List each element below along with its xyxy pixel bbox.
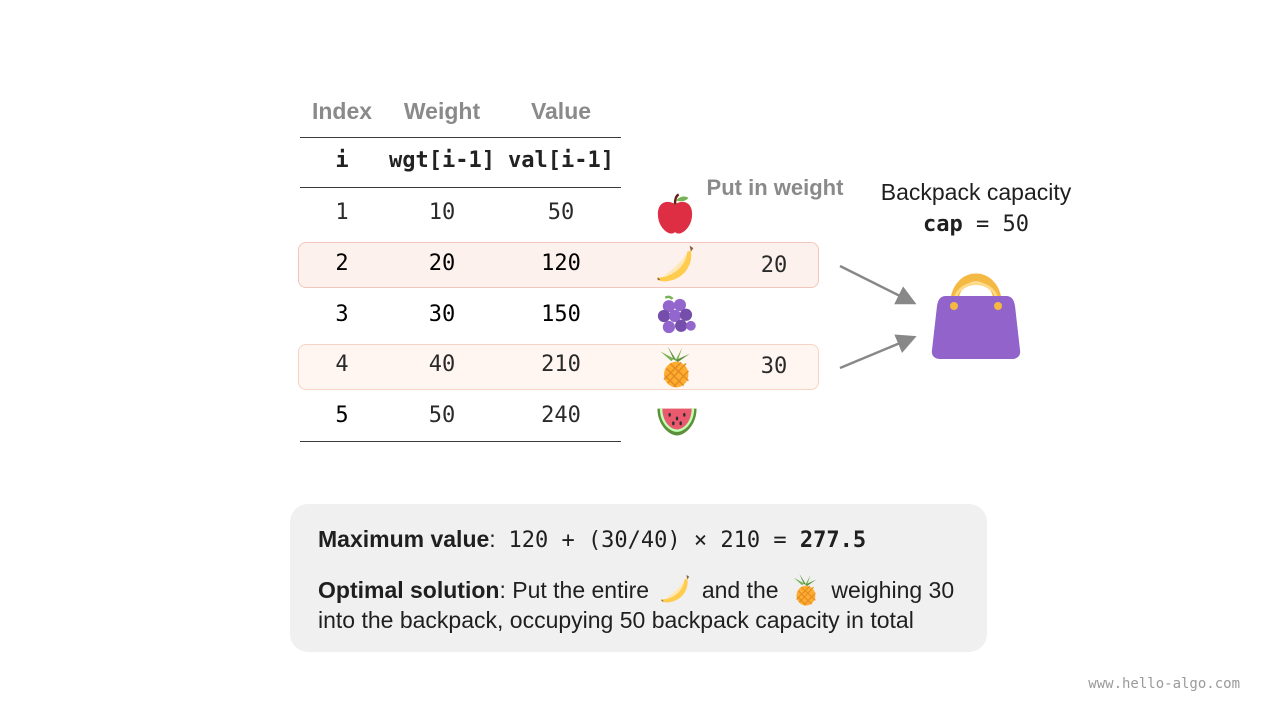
subheader-wgt: wgt[i-1]: [389, 148, 495, 173]
maximum-value-label: Maximum value: [318, 526, 490, 552]
optimal-solution-part-2: and the: [701, 577, 779, 603]
maximum-value-line: Maximum value: 120 + (30/40) × 210 = 277…: [318, 526, 866, 553]
cap-keyword: cap: [923, 212, 963, 237]
optimal-solution-part-1: : Put the entire: [499, 577, 650, 603]
capacity-value: cap = 50: [856, 212, 1096, 237]
backpack-capacity-title: Backpack capacity: [880, 179, 1072, 205]
row-1-value: 50: [547, 200, 575, 225]
watermelon-icon: [657, 408, 697, 436]
row-1-index: 1: [335, 200, 349, 225]
subheader-i: i: [335, 148, 349, 173]
row-4-value: 210: [541, 352, 581, 377]
maximum-value-expression: 120 + (30/40) × 210 = 277.5: [508, 528, 866, 553]
pineapple-icon: [660, 346, 690, 388]
row-5-index: 5: [335, 403, 349, 428]
maximum-value-result: 277.5: [799, 528, 867, 553]
arrow-from-banana: [839, 264, 917, 305]
maximum-value-expr: 120 + (30/40) × 210 =: [508, 528, 800, 553]
row-highlight-banana: [298, 242, 819, 288]
arrow-icons: [839, 264, 917, 370]
row-highlight-pineapple: [298, 344, 819, 390]
watermark: www.hello-algo.com: [1088, 676, 1240, 692]
optimal-solution-text: Optimal solution: Put the entire and the…: [318, 572, 988, 635]
summary-box: [290, 504, 987, 652]
row-5-value: 240: [541, 403, 581, 428]
header-rule-bottom: [300, 187, 621, 188]
table-rule-bottom: [300, 441, 621, 442]
handbag-icon: [931, 273, 1021, 359]
optimal-solution-part-3: weighing 30 into the backpack, occupying…: [318, 577, 955, 633]
grapes-icon: [657, 295, 696, 334]
subheader-val: val[i-1]: [508, 148, 614, 173]
row-4-weight: 40: [428, 352, 456, 377]
row-3-value: 150: [541, 302, 581, 327]
row-4-put-weight: 30: [760, 354, 788, 379]
row-2-put-weight: 20: [760, 253, 788, 278]
banana-icon: [658, 572, 692, 606]
banana-icon: [657, 245, 694, 282]
header-value: Value: [530, 98, 592, 124]
header-weight: Weight: [403, 98, 481, 124]
pineapple-icon: [788, 572, 822, 606]
row-3-weight: 30: [428, 302, 456, 327]
maximum-value-colon: :: [489, 526, 496, 552]
row-2-index: 2: [335, 251, 349, 276]
row-1-weight: 10: [428, 200, 456, 225]
row-2-value: 120: [541, 251, 581, 276]
apple-icon: [657, 193, 693, 234]
cap-equals: = 50: [962, 212, 1029, 237]
optimal-solution-label: Optimal solution: [318, 577, 500, 603]
row-2-weight: 20: [428, 251, 456, 276]
arrow-from-pineapple: [839, 334, 917, 370]
header-rule-top: [300, 137, 621, 138]
row-5-weight: 50: [428, 403, 456, 428]
header-index: Index: [311, 98, 373, 124]
row-4-index: 4: [335, 352, 349, 377]
row-3-index: 3: [335, 302, 349, 327]
put-in-weight-title: Put in weight: [706, 175, 844, 200]
